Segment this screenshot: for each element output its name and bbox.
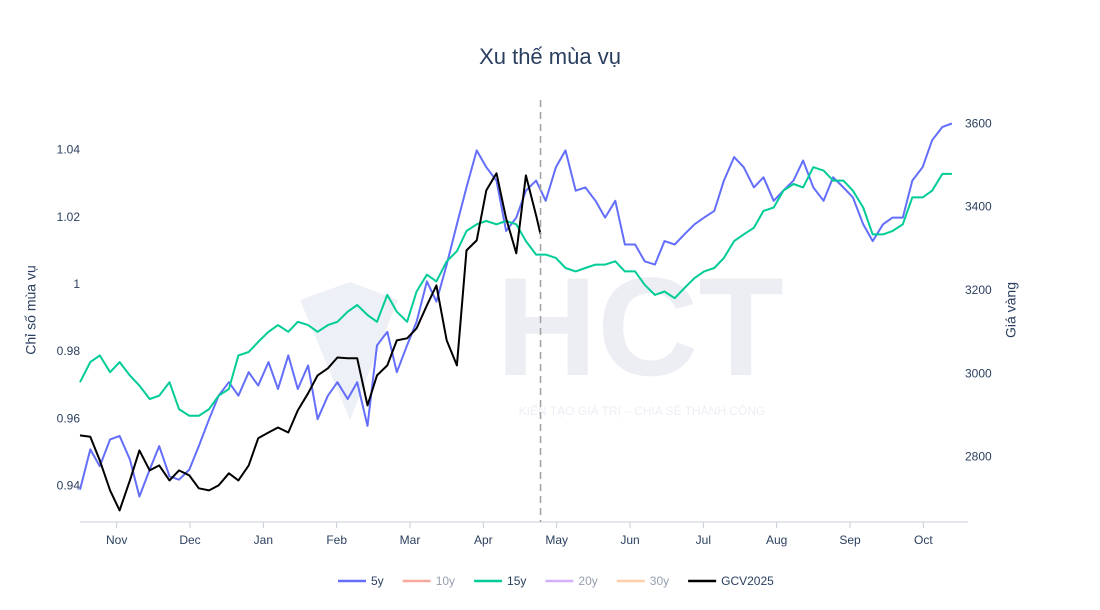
x-tick-label: May xyxy=(545,533,568,547)
watermark-logo xyxy=(300,282,398,420)
y-tick-label: 0.96 xyxy=(57,411,81,425)
legend-label: 30y xyxy=(650,574,669,588)
y2-axis-title: Giá vàng xyxy=(1003,282,1019,338)
y-axis-title: Chỉ số mùa vụ xyxy=(23,265,39,354)
y2-tick-label: 3400 xyxy=(965,200,992,214)
y-tick-label: 1 xyxy=(73,277,80,291)
x-tick-label: Sep xyxy=(839,533,861,547)
y-tick-label: 0.94 xyxy=(57,479,81,493)
y2-tick-label: 2800 xyxy=(965,450,992,464)
series-line xyxy=(79,122,953,498)
y2-tick-label: 3000 xyxy=(965,366,992,380)
x-tick-label: Dec xyxy=(179,533,200,547)
series-line xyxy=(79,166,952,417)
x-tick-label: Jan xyxy=(254,533,273,547)
x-tick-label: Oct xyxy=(914,533,933,547)
legend-item[interactable]: 20y xyxy=(545,574,598,588)
legend-label: GCV2025 xyxy=(721,574,774,588)
x-tick-label: Mar xyxy=(400,533,421,547)
x-tick-label: Apr xyxy=(474,533,493,547)
y2-tick-label: 3600 xyxy=(965,116,992,130)
watermark-slogan: KIẾN TẠO GIÁ TRỊ – CHIA SẺ THÀNH CÔNG xyxy=(519,403,766,418)
x-tick-label: Feb xyxy=(326,533,347,547)
chart-title: Xu thế mùa vụ xyxy=(479,44,621,69)
x-tick-label: Aug xyxy=(766,533,787,547)
legend-item[interactable]: 30y xyxy=(616,574,669,588)
y-tick-label: 1.04 xyxy=(57,143,81,157)
legend-item[interactable]: 10y xyxy=(402,574,455,588)
watermark: HCT KIẾN TẠO GIÁ TRỊ – CHIA SẺ THÀNH CÔN… xyxy=(300,248,784,420)
y2-tick-label: 3200 xyxy=(965,283,992,297)
watermark-text: HCT xyxy=(496,248,784,405)
x-tick-label: Jul xyxy=(696,533,711,547)
legend-label: 20y xyxy=(578,574,597,588)
legend-label: 5y xyxy=(371,574,384,588)
legend-item[interactable]: 15y xyxy=(474,574,526,588)
x-tick-label: Jun xyxy=(620,533,639,547)
legend-item[interactable]: GCV2025 xyxy=(688,574,774,588)
series-line xyxy=(79,172,542,512)
legend-label: 15y xyxy=(507,574,526,588)
x-tick-label: Nov xyxy=(106,533,127,547)
legend-item[interactable]: 5y xyxy=(338,574,384,588)
legend-label: 10y xyxy=(436,574,455,588)
y-tick-label: 1.02 xyxy=(57,210,81,224)
y-tick-label: 0.98 xyxy=(57,344,81,358)
